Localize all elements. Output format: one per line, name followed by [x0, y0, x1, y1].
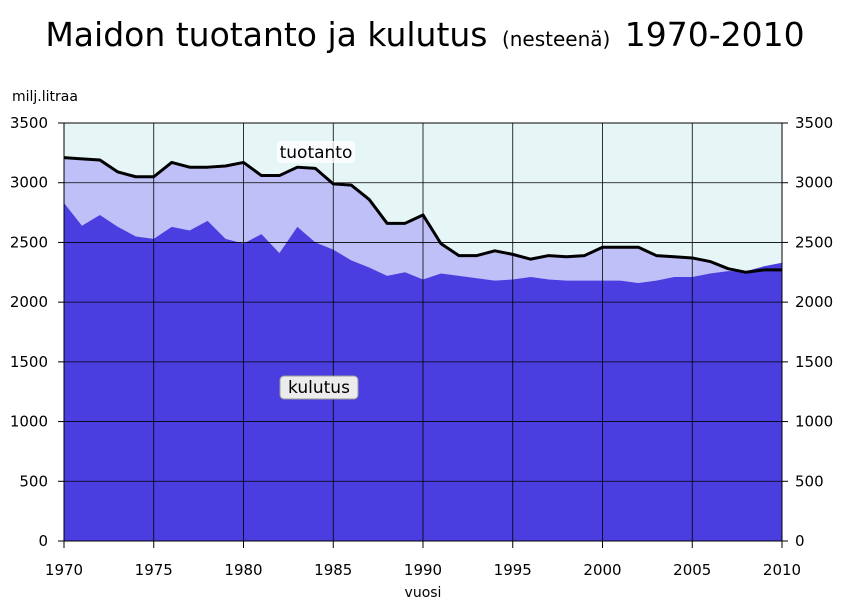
chart-title: Maidon tuotanto ja kulutus (nesteenä) 19…	[45, 15, 804, 54]
x-tick-label: 2010	[763, 561, 801, 579]
y-tick-label-left: 3500	[10, 114, 48, 132]
title-main: Maidon tuotanto ja kulutus	[45, 15, 487, 54]
x-tick-label: 1980	[224, 561, 262, 579]
y-tick-label-left: 1000	[10, 413, 48, 431]
y-tick-label-right: 3000	[795, 174, 833, 192]
x-axis-label: vuosi	[405, 585, 442, 601]
y-ticks-right: 0 500 1000 1500 2000 2500 3000 3500	[782, 114, 833, 550]
y-tick-label-left: 0	[38, 532, 48, 550]
line-layer	[63, 156, 782, 274]
series-label-kulutus: kulutus	[279, 375, 359, 400]
y-tick-label-right: 1500	[795, 353, 833, 371]
title-years: 1970-2010	[625, 15, 805, 54]
y-tick-label-left: 500	[19, 472, 48, 490]
x-tick-label: 1975	[135, 561, 173, 579]
title-parenthetical: (nesteenä)	[502, 27, 610, 51]
x-tick-label: 1990	[404, 561, 442, 579]
series-label-kulutus-text: kulutus	[288, 378, 350, 398]
grid-layer	[64, 123, 782, 541]
y-ticks-left: 0 500 1000 1500 2000 2500 3000 3500	[10, 114, 64, 550]
y-tick-label-right: 2000	[795, 293, 833, 311]
y-tick-label-right: 2500	[795, 233, 833, 251]
y-tick-label-right: 0	[795, 532, 805, 550]
y-tick-label-left: 3000	[10, 174, 48, 192]
y-axis-label: milj.litraa	[12, 89, 78, 105]
y-tick-label-right: 500	[795, 472, 824, 490]
x-tick-label: 2000	[583, 561, 621, 579]
series-label-tuotanto-text: tuotanto	[280, 143, 353, 163]
y-tick-label-left: 2000	[10, 293, 48, 311]
y-tick-label-left: 1500	[10, 353, 48, 371]
x-tick-label: 1985	[314, 561, 352, 579]
series-label-tuotanto: tuotanto	[277, 141, 355, 163]
y-tick-label-right: 1000	[795, 413, 833, 431]
x-tick-label: 1995	[494, 561, 532, 579]
x-ticks: 1970 1975 1980 1985 1990 1995 2000 2005 2010	[45, 541, 801, 579]
line-tuotanto	[63, 156, 782, 274]
x-tick-label: 1970	[45, 561, 83, 579]
y-tick-label-right: 3500	[795, 114, 833, 132]
x-tick-label: 2005	[673, 561, 711, 579]
y-tick-label-left: 2500	[10, 233, 48, 251]
